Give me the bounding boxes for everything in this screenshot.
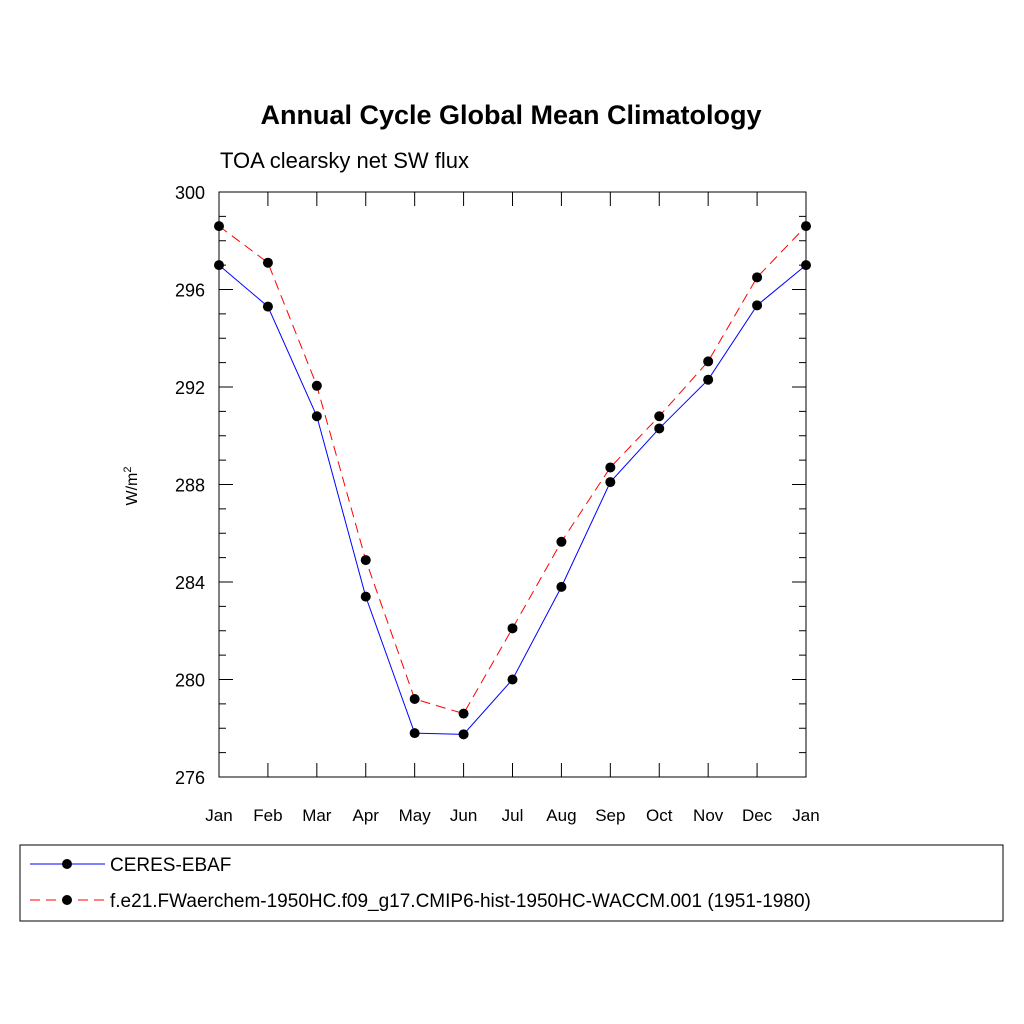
legend-marker-1 bbox=[62, 859, 72, 869]
x-tick-label: May bbox=[399, 806, 432, 825]
data-point-series-2 bbox=[409, 694, 420, 704]
data-point-series-1 bbox=[801, 260, 811, 271]
data-point-series-2 bbox=[752, 272, 763, 283]
chart-subtitle: TOA clearsky net SW flux bbox=[220, 148, 469, 173]
y-axis-label-unit: W/m bbox=[124, 473, 141, 506]
y-axis-label-exponent: 2 bbox=[122, 467, 134, 473]
legend-entries: CERES-EBAF f.e21.FWaerchem-1950HC.f09_g17… bbox=[30, 855, 811, 912]
data-point-series-2 bbox=[556, 536, 567, 547]
data-point-series-1 bbox=[262, 301, 273, 312]
y-axis-label: W/m2 bbox=[122, 467, 141, 506]
data-point-series-1 bbox=[214, 260, 224, 271]
x-tick-label: Mar bbox=[302, 806, 332, 825]
x-tick-label: Dec bbox=[742, 806, 773, 825]
x-tick-label: Apr bbox=[353, 806, 380, 825]
legend-label-1: CERES-EBAF bbox=[110, 855, 231, 876]
y-tick-label: 280 bbox=[175, 671, 205, 691]
x-tick-label: Aug bbox=[546, 806, 576, 825]
x-tick-label: Feb bbox=[253, 806, 282, 825]
y-tick-label: 276 bbox=[175, 768, 205, 788]
y-tick-label: 288 bbox=[175, 476, 205, 496]
x-axis: Jan Feb Mar Apr May Jun Jul Aug Sep Oct Nov Dec Jan bbox=[205, 192, 820, 825]
x-tick-label: Jul bbox=[502, 806, 524, 825]
data-point-series-1 bbox=[507, 674, 518, 685]
data-point-series-2 bbox=[507, 623, 518, 634]
chart-title: Annual Cycle Global Mean Climatology bbox=[260, 100, 761, 130]
y-axis: 276 280 284 288 292 296 300 bbox=[175, 183, 806, 788]
data-point-series-1 bbox=[311, 411, 322, 422]
data-point-series-1 bbox=[556, 581, 567, 592]
x-tick-label: Jan bbox=[205, 806, 232, 825]
x-tick-label: Sep bbox=[595, 806, 625, 825]
series-line-1 bbox=[218, 264, 807, 735]
data-point-series-1 bbox=[409, 728, 420, 739]
data-point-series-2 bbox=[214, 221, 224, 232]
data-point-series-2 bbox=[458, 708, 469, 719]
data-point-series-2 bbox=[703, 356, 714, 367]
plot-area bbox=[218, 191, 807, 778]
data-point-series-1 bbox=[703, 374, 714, 385]
data-point-series-1 bbox=[605, 477, 616, 488]
data-point-series-2 bbox=[801, 221, 811, 232]
series-layer bbox=[214, 221, 811, 740]
data-point-series-1 bbox=[654, 423, 665, 434]
x-tick-label: Jun bbox=[450, 806, 477, 825]
x-tick-label: Jan bbox=[792, 806, 819, 825]
data-point-series-2 bbox=[654, 411, 665, 422]
series-line-2 bbox=[218, 225, 807, 715]
plot-border bbox=[218, 191, 807, 778]
y-tick-label: 292 bbox=[175, 378, 205, 398]
x-tick-label: Oct bbox=[646, 806, 673, 825]
x-tick-label: Nov bbox=[693, 806, 724, 825]
data-point-series-2 bbox=[360, 555, 371, 566]
y-tick-label: 300 bbox=[175, 183, 205, 203]
legend-marker-2 bbox=[62, 895, 72, 905]
data-point-series-2 bbox=[262, 257, 273, 268]
y-tick-label: 284 bbox=[175, 573, 205, 593]
data-point-series-1 bbox=[458, 729, 469, 740]
data-point-series-1 bbox=[360, 591, 371, 602]
legend: CERES-EBAF f.e21.FWaerchem-1950HC.f09_g17… bbox=[19, 844, 1004, 922]
legend-box bbox=[19, 844, 1004, 922]
y-tick-label: 296 bbox=[175, 281, 205, 301]
data-point-series-2 bbox=[311, 380, 322, 391]
data-point-series-2 bbox=[605, 462, 616, 473]
legend-label-2: f.e21.FWaerchem-1950HC.f09_g17.CMIP6-his… bbox=[110, 891, 811, 912]
data-point-series-1 bbox=[752, 300, 763, 311]
